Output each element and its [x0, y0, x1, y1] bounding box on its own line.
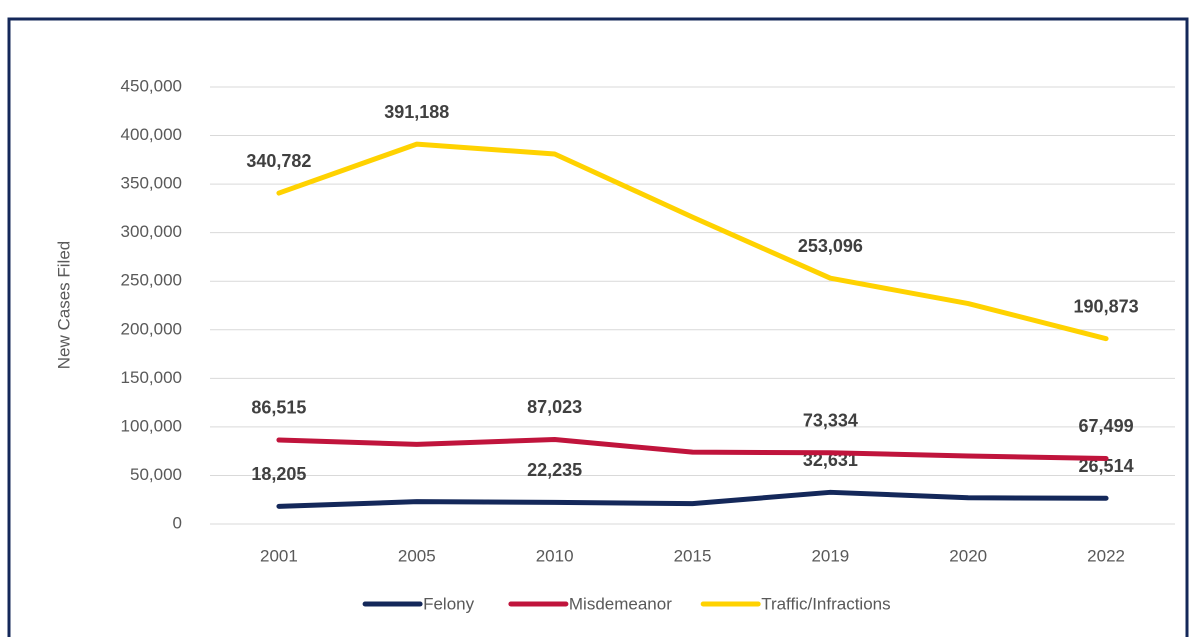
legend-label: Misdemeanor — [569, 594, 672, 613]
y-tick-label: 300,000 — [121, 222, 182, 241]
y-tick-label: 50,000 — [130, 465, 182, 484]
legend-label: Felony — [423, 594, 475, 613]
series-line — [276, 436, 1109, 461]
legend-label: Traffic/Infractions — [761, 594, 890, 613]
x-tick-label: 2019 — [811, 546, 849, 565]
series-line — [276, 141, 1109, 342]
y-tick-label: 350,000 — [121, 174, 182, 193]
data-label: 391,188 — [384, 102, 449, 122]
data-label: 253,096 — [798, 236, 863, 256]
x-tick-label: 2020 — [949, 546, 987, 565]
data-label: 340,782 — [246, 151, 311, 171]
data-label: 22,235 — [527, 460, 582, 480]
x-tick-label: 2001 — [260, 546, 298, 565]
y-axis-label: New Cases Filed — [54, 241, 73, 370]
x-tick-label: 2005 — [398, 546, 436, 565]
y-tick-label: 400,000 — [121, 125, 182, 144]
data-label: 26,514 — [1079, 456, 1134, 476]
data-label: 190,873 — [1074, 296, 1139, 316]
y-tick-label: 100,000 — [121, 416, 182, 435]
y-tick-label: 0 — [173, 513, 182, 532]
series-line — [276, 489, 1109, 509]
x-tick-label: 2015 — [674, 546, 712, 565]
y-tick-label: 250,000 — [121, 271, 182, 290]
x-tick-label: 2010 — [536, 546, 574, 565]
x-tick-label: 2022 — [1087, 546, 1125, 565]
data-label: 86,515 — [251, 398, 306, 418]
data-label: 18,205 — [251, 464, 306, 484]
frame — [7, 17, 1189, 637]
data-label: 67,499 — [1079, 416, 1134, 436]
y-tick-label: 150,000 — [121, 368, 182, 387]
data-label: 87,023 — [527, 397, 582, 417]
y-tick-label: 450,000 — [121, 76, 182, 95]
data-label: 73,334 — [803, 411, 858, 431]
y-tick-label: 200,000 — [121, 319, 182, 338]
